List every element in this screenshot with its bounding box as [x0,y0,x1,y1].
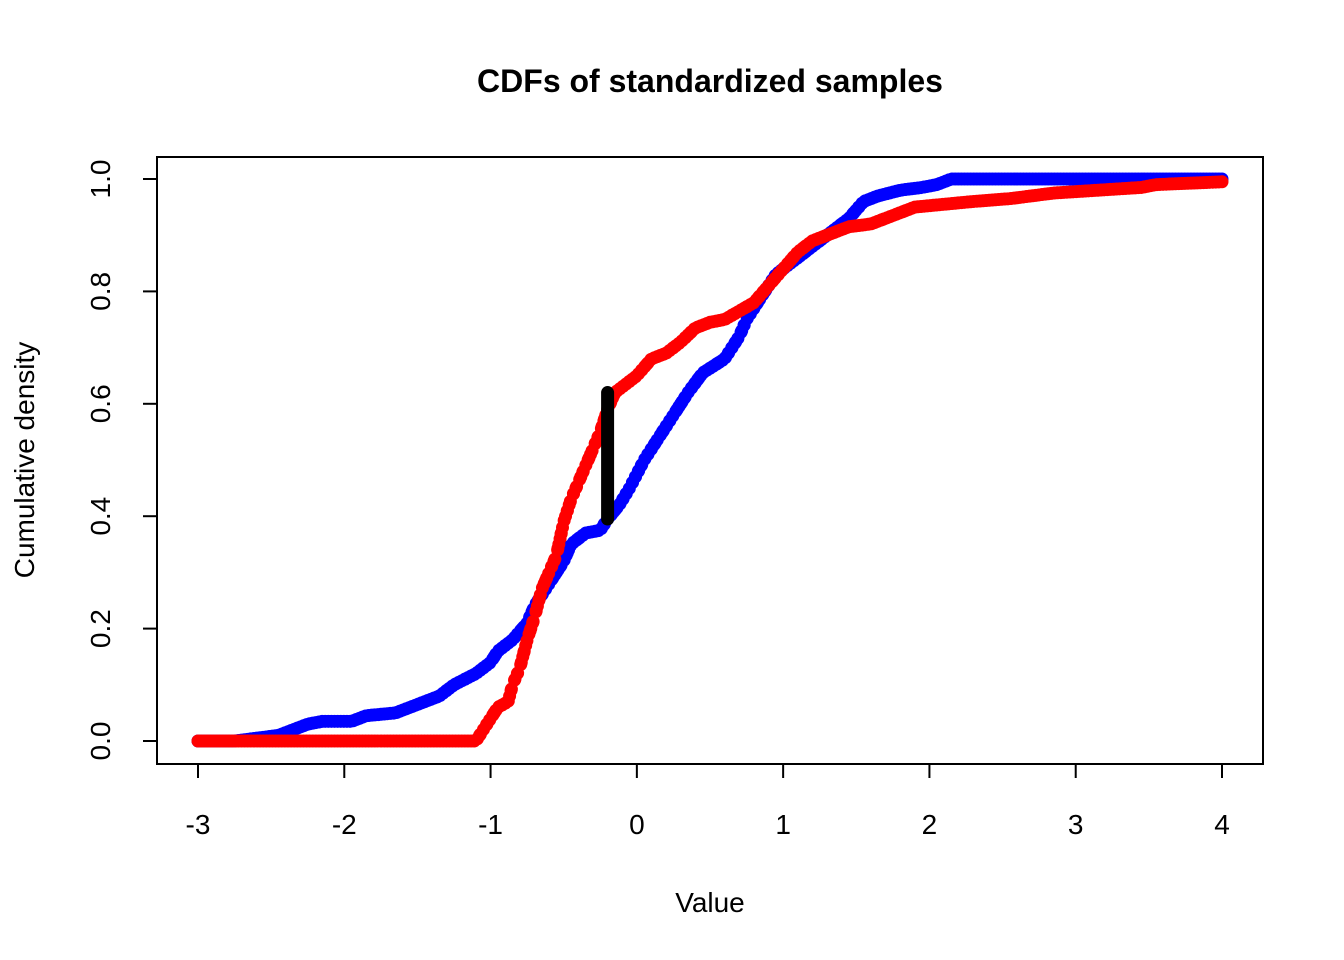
data-point [875,213,889,227]
x-tick-label: -3 [186,809,211,840]
data-point [569,481,583,495]
data-point [640,357,654,371]
data-point [584,447,598,461]
plot-area [191,172,1229,748]
data-point [555,520,569,534]
chart-title: CDFs of standardized samples [477,63,943,99]
data-point [852,200,866,214]
data-point [663,414,677,428]
x-tick-label: -1 [478,809,503,840]
y-tick-label: 1.0 [85,160,116,199]
data-point [504,683,518,697]
x-axis-label: Value [675,887,745,918]
data-point [458,672,472,686]
data-point [510,667,524,681]
data-point [683,326,697,340]
plot-frame [156,156,1264,765]
data-point [498,638,512,652]
data-point [692,371,706,385]
data-point [729,335,743,349]
data-point [591,431,605,445]
y-tick-label: 0.8 [85,272,116,311]
data-point [562,543,576,557]
x-axis: -3 -2 -1 0 1 2 3 4 [186,763,1230,840]
data-point [771,268,785,282]
data-point [540,571,554,585]
data-point [757,284,771,298]
data-point [562,498,576,512]
data-point [476,661,490,675]
data-point [480,717,494,731]
data-point [526,616,540,630]
data-point [519,638,533,652]
data-point [737,318,751,332]
data-point [798,239,812,253]
data-point [487,650,501,664]
data-point [634,459,648,473]
data-point [816,230,830,244]
data-point [897,204,911,218]
data-point [648,436,662,450]
data-point [473,728,487,742]
data-point [786,251,800,265]
y-tick-label: 0.6 [85,384,116,423]
data-point [533,588,547,602]
x-tick-label: 2 [922,809,938,840]
x-tick-label: 1 [775,809,791,840]
data-point [740,300,754,314]
data-point [666,341,680,355]
x-tick-label: 3 [1068,809,1084,840]
data-point [547,554,561,568]
data-point [1215,175,1229,189]
data-point [487,706,501,720]
y-tick-label: 0.2 [85,609,116,648]
x-tick-label: 0 [629,809,645,840]
y-tick-label: 0.4 [85,497,116,536]
x-tick-label: 4 [1214,809,1230,840]
data-point [576,464,590,478]
data-point [623,374,637,388]
data-point [677,391,691,405]
series-2-points [191,175,1229,748]
y-axis-label: Cumulative density [9,342,40,579]
data-point [440,683,454,697]
data-point [725,308,739,322]
data-point [619,487,633,501]
y-tick-label: 0.0 [85,722,116,761]
y-axis: 0.0 0.2 0.4 0.6 0.8 1.0 [85,160,158,761]
data-point [710,357,724,371]
data-point [571,532,585,546]
series-1-points [191,172,1229,748]
x-tick-label: -2 [332,809,357,840]
